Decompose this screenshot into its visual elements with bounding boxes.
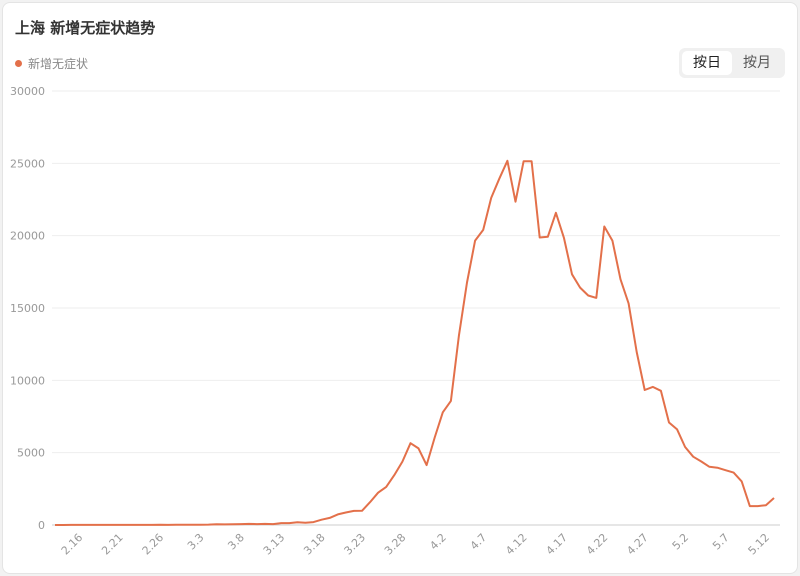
title: 上海 新增无症状趋势 [15, 19, 156, 37]
y-tick-label: 30000 [10, 85, 45, 98]
x-tick-label: 4.12 [503, 531, 530, 558]
x-tick-label: 3.3 [185, 531, 207, 553]
x-tick-label: 3.8 [225, 531, 247, 553]
x-tick-label: 3.18 [301, 531, 328, 558]
line [55, 159, 775, 526]
y-tick-label: 0 [38, 519, 45, 532]
x-tick-label: 5.2 [670, 531, 692, 553]
x-tick-label: 2.16 [59, 531, 86, 558]
y-tick-label: 20000 [10, 230, 45, 243]
y-tick-label: 5000 [17, 447, 45, 460]
legend: 新增无症状 [15, 55, 88, 72]
month-button[interactable]: 按月 [743, 55, 771, 71]
y-tick-label: 10000 [10, 374, 45, 387]
y-tick-label: 15000 [10, 302, 45, 315]
x-tick-label: 4.17 [544, 531, 571, 558]
x-tick-label: 3.13 [261, 531, 288, 558]
x-tick-label: 2.21 [99, 531, 126, 558]
x-tick-label: 3.28 [382, 531, 409, 558]
x-tick-label: 3.23 [342, 531, 369, 558]
x-tick-label: 4.7 [468, 531, 490, 553]
day-button[interactable]: 按日 [682, 51, 732, 75]
x-tick-label: 5.12 [746, 531, 773, 558]
x-tick-label: 2.26 [140, 531, 167, 558]
legend-label: 新增无症状 [28, 57, 89, 71]
x-tick-label: 5.7 [710, 531, 732, 553]
toggle: 按日 按月 [679, 48, 785, 78]
y-tick-label: 25000 [10, 157, 45, 170]
legend-dot [15, 60, 22, 67]
x-tick-label: 4.27 [624, 531, 651, 558]
x-tick-label: 4.22 [584, 531, 611, 558]
x-tick-label: 4.2 [427, 531, 449, 553]
